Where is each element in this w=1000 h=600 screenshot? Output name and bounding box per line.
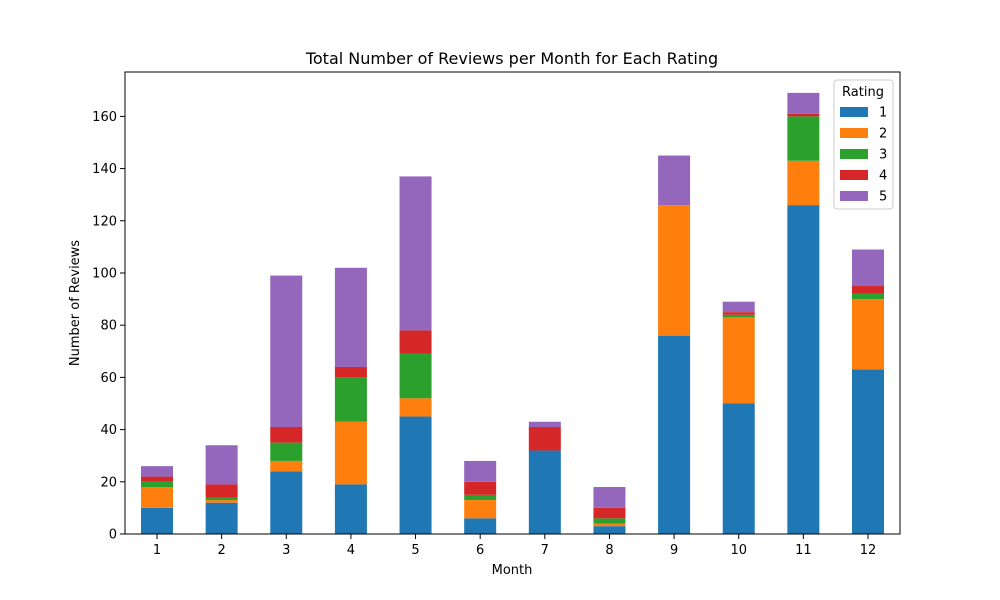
bar-month-7-rating-4: [528, 426, 561, 451]
y-tick-label: 100: [92, 266, 117, 281]
legend-label-rating-3: 3: [879, 148, 887, 163]
chart-title: Total Number of Reviews per Month for Ea…: [305, 49, 718, 68]
bar-month-5-rating-5: [399, 176, 432, 331]
legend-title: Rating: [842, 85, 884, 100]
y-tick-label: 80: [100, 319, 117, 334]
x-axis-ticks: 1 2 3 4 5 6 7 8 9 10 11 12: [153, 534, 876, 558]
y-axis-ticks: 0 20 40 60 80 100 120 140 160: [92, 110, 125, 543]
legend-swatch-rating-1: [840, 107, 868, 117]
bar-month-2-rating-3: [205, 497, 238, 501]
legend: Rating 1 2 3 4 5: [833, 79, 894, 210]
legend-label-rating-4: 4: [879, 169, 887, 184]
bar-month-5-rating-3: [399, 353, 432, 399]
bar-month-2-rating-4: [205, 484, 238, 498]
x-axis-label: Month: [492, 563, 533, 578]
x-tick-label: 11: [795, 543, 812, 558]
bar-month-10-rating-2: [722, 317, 755, 404]
bar-month-1-rating-1: [141, 507, 173, 534]
bar-month-2-rating-2: [205, 500, 238, 503]
bar-month-4-rating-1: [334, 484, 367, 534]
bar-month-4-rating-5: [334, 267, 367, 367]
bar-month-11-rating-2: [787, 160, 820, 206]
bar-month-5-rating-2: [399, 398, 432, 417]
bar-month-11-rating-1: [787, 205, 820, 534]
bar-month-10-rating-4: [722, 312, 755, 315]
x-tick-label: 12: [860, 543, 877, 558]
bar-month-3-rating-1: [270, 471, 303, 534]
bar-month-5-rating-4: [399, 330, 432, 354]
x-tick-label: 2: [217, 543, 225, 558]
bar-month-8-rating-2: [593, 523, 626, 527]
bar-month-4-rating-2: [334, 421, 367, 485]
x-tick-label: 1: [153, 543, 161, 558]
legend-swatch-rating-3: [840, 149, 868, 159]
bar-month-8-rating-5: [593, 487, 626, 508]
x-tick-label: 4: [347, 543, 355, 558]
legend-swatch-rating-5: [840, 191, 868, 201]
bars-group: [141, 92, 884, 534]
bar-month-6-rating-1: [464, 518, 497, 534]
bar-month-11-rating-3: [787, 116, 820, 161]
bar-month-3-rating-2: [270, 460, 303, 472]
x-tick-label: 7: [541, 543, 549, 558]
y-tick-label: 140: [92, 162, 117, 177]
bar-month-8-rating-3: [593, 518, 626, 524]
x-tick-label: 6: [476, 543, 484, 558]
bar-month-12-rating-4: [852, 286, 884, 294]
bar-month-3-rating-4: [270, 426, 303, 443]
y-tick-label: 160: [92, 110, 117, 125]
bar-month-8-rating-1: [593, 526, 626, 534]
bar-month-10-rating-5: [722, 301, 755, 313]
x-tick-label: 3: [282, 543, 290, 558]
bar-month-3-rating-3: [270, 442, 303, 461]
bar-month-10-rating-1: [722, 403, 755, 534]
bar-month-10-rating-3: [722, 314, 755, 318]
bar-month-9-rating-1: [658, 335, 691, 534]
bar-month-2-rating-5: [205, 445, 238, 485]
bar-month-1-rating-4: [141, 476, 173, 482]
bar-month-6-rating-4: [464, 481, 497, 495]
x-tick-label: 8: [605, 543, 613, 558]
y-tick-label: 60: [100, 371, 117, 386]
y-tick-label: 0: [109, 528, 117, 543]
bar-month-9-rating-5: [658, 155, 691, 206]
bar-month-1-rating-3: [141, 481, 173, 488]
bar-month-11-rating-5: [787, 92, 820, 114]
bar-month-11-rating-4: [787, 113, 820, 117]
legend-items: 1 2 3 4 5: [840, 106, 887, 205]
x-tick-label: 5: [411, 543, 419, 558]
y-tick-label: 20: [100, 475, 117, 490]
bar-month-4-rating-3: [334, 377, 367, 422]
bar-month-12-rating-5: [852, 249, 884, 287]
bar-month-6-rating-2: [464, 500, 497, 519]
bar-month-1-rating-2: [141, 487, 173, 508]
x-tick-label: 9: [670, 543, 678, 558]
plot-frame: [124, 71, 901, 535]
legend-label-rating-5: 5: [879, 190, 887, 205]
legend-swatch-rating-2: [840, 128, 868, 138]
legend-swatch-rating-4: [840, 170, 868, 180]
y-axis-label: Number of Reviews: [68, 240, 83, 366]
bar-month-6-rating-5: [464, 460, 497, 482]
bar-month-8-rating-4: [593, 507, 626, 519]
bar-month-9-rating-2: [658, 205, 691, 336]
bar-month-12-rating-3: [852, 293, 884, 300]
y-tick-label: 120: [92, 214, 117, 229]
bar-month-4-rating-4: [334, 366, 367, 378]
bar-month-3-rating-5: [270, 275, 303, 427]
bar-month-5-rating-1: [399, 416, 432, 534]
legend-label-rating-2: 2: [879, 127, 887, 142]
bar-month-1-rating-5: [141, 466, 173, 477]
legend-label-rating-1: 1: [879, 106, 887, 121]
y-tick-label: 40: [100, 423, 117, 438]
x-tick-label: 10: [730, 543, 747, 558]
bar-month-12-rating-2: [852, 299, 884, 370]
bar-month-7-rating-1: [528, 450, 561, 534]
bar-month-7-rating-5: [528, 421, 561, 427]
bar-month-2-rating-1: [205, 502, 238, 534]
bar-month-12-rating-1: [852, 369, 884, 534]
bar-month-6-rating-3: [464, 494, 497, 501]
